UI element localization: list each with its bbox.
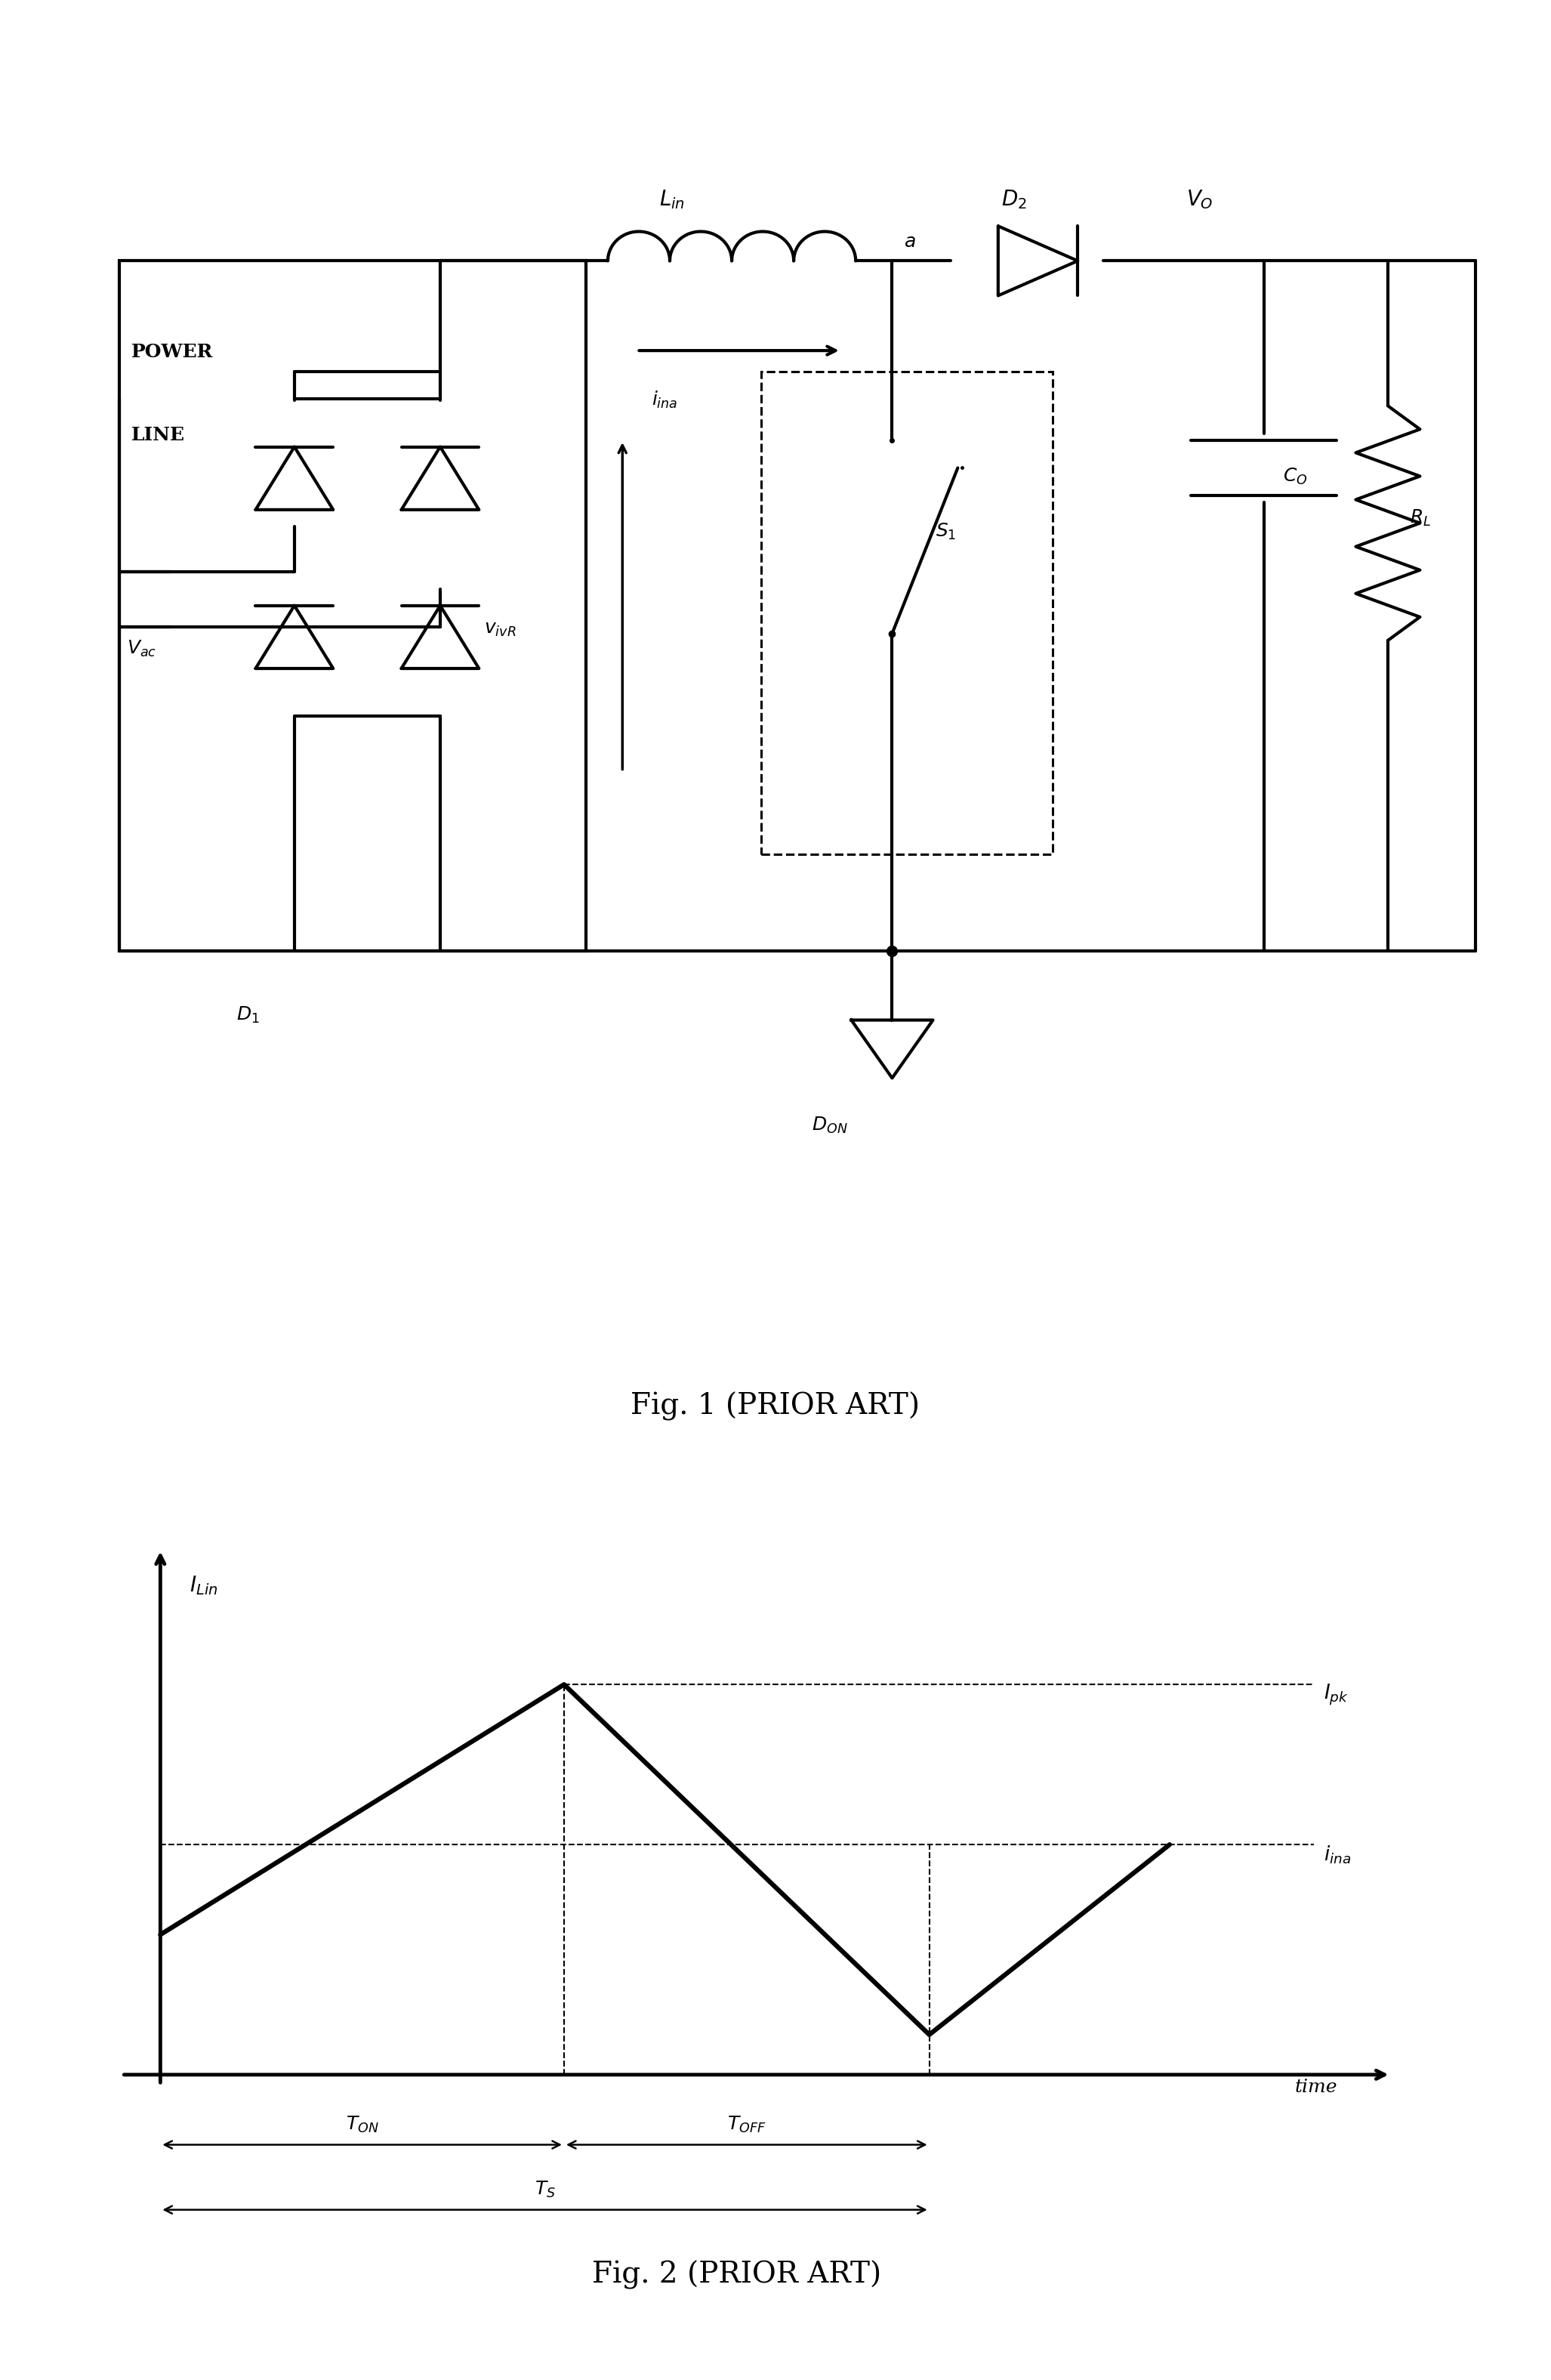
- Text: $\mathit{T}_{OFF}$: $\mathit{T}_{OFF}$: [727, 2113, 766, 2135]
- Text: $\mathit{I}_{Lin}$: $\mathit{I}_{Lin}$: [189, 1576, 217, 1597]
- Text: Fig. 2 (PRIOR ART): Fig. 2 (PRIOR ART): [592, 2261, 883, 2290]
- Text: Fig. 1 (PRIOR ART): Fig. 1 (PRIOR ART): [631, 1392, 920, 1421]
- Text: $\mathit{V}_{ac}$: $\mathit{V}_{ac}$: [127, 640, 157, 659]
- Text: $\mathit{S}_1$: $\mathit{S}_1$: [935, 521, 957, 543]
- Text: $\mathit{V}_O$: $\mathit{V}_O$: [1187, 188, 1213, 212]
- Text: $\mathit{D}_1$: $\mathit{D}_1$: [236, 1004, 259, 1026]
- Text: $\mathit{I}_{pk}$: $\mathit{I}_{pk}$: [1323, 1683, 1348, 1706]
- Text: $\mathit{C}_O$: $\mathit{C}_O$: [1283, 466, 1307, 486]
- Text: $\mathit{i}_{ina}$: $\mathit{i}_{ina}$: [651, 390, 678, 409]
- Text: $\mathit{T}_{ON}$: $\mathit{T}_{ON}$: [346, 2113, 378, 2135]
- Text: $\mathit{v}_{ivR}$: $\mathit{v}_{ivR}$: [484, 621, 516, 638]
- Bar: [119, 262, 586, 952]
- Text: $\mathit{R}_L$: $\mathit{R}_L$: [1410, 507, 1432, 528]
- Text: $\mathit{T}_S$: $\mathit{T}_S$: [534, 2180, 555, 2199]
- Text: $\mathit{L}_{in}$: $\mathit{L}_{in}$: [659, 188, 684, 212]
- Text: $\mathit{i}_{ina}$: $\mathit{i}_{ina}$: [1323, 1845, 1351, 1866]
- Bar: [762, 371, 1053, 854]
- Text: $\mathit{D}_{ON}$: $\mathit{D}_{ON}$: [813, 1116, 848, 1135]
- Text: POWER: POWER: [132, 343, 212, 362]
- Text: $\mathit{a}$: $\mathit{a}$: [904, 233, 915, 250]
- Text: time: time: [1295, 2078, 1337, 2097]
- Text: $\mathit{D}_2$: $\mathit{D}_2$: [1002, 188, 1027, 212]
- Text: LINE: LINE: [132, 426, 185, 445]
